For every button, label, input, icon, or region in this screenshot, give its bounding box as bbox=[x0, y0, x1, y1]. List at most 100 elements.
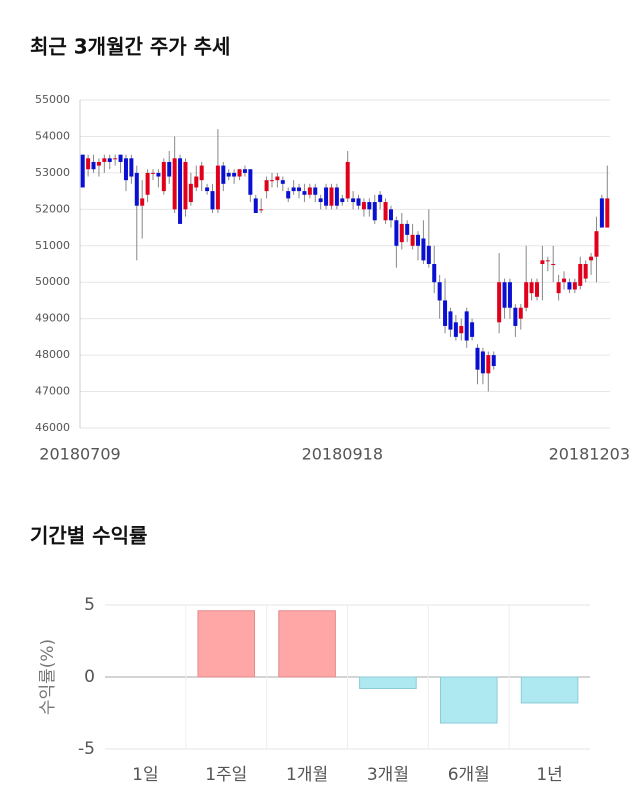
candle-body bbox=[443, 300, 448, 326]
candle-body bbox=[318, 198, 323, 203]
candle-body bbox=[145, 172, 150, 195]
y-axis-label: 수익률(%) bbox=[38, 639, 58, 715]
candle-body bbox=[80, 154, 85, 188]
bar bbox=[439, 676, 498, 724]
y-tick-label: 54000 bbox=[35, 129, 70, 142]
candle-body bbox=[507, 282, 512, 308]
candle-body bbox=[313, 187, 318, 195]
candle-body bbox=[594, 231, 599, 257]
candle-body bbox=[91, 161, 96, 170]
candle-body bbox=[513, 307, 518, 326]
candle-body bbox=[324, 187, 329, 206]
candle-body bbox=[215, 165, 220, 210]
candle-body bbox=[118, 154, 123, 162]
candle-body bbox=[410, 234, 415, 246]
candle-body bbox=[464, 311, 469, 341]
candle-body bbox=[253, 198, 258, 213]
candle-body bbox=[524, 282, 529, 308]
x-tick-label: 1일 bbox=[132, 765, 158, 785]
candle-body bbox=[453, 322, 458, 337]
candle-body bbox=[351, 198, 356, 203]
candle-body bbox=[416, 234, 421, 246]
candle-body bbox=[518, 307, 523, 319]
candle-body bbox=[562, 278, 567, 283]
candle-body bbox=[172, 158, 177, 210]
candle-body bbox=[199, 165, 204, 181]
candle-body bbox=[286, 191, 291, 199]
x-tick-label: 1년 bbox=[536, 765, 562, 785]
candle-body bbox=[86, 158, 91, 170]
candle-body bbox=[470, 322, 475, 337]
candle-body bbox=[113, 158, 118, 160]
chart-title: 기간별 수익률 bbox=[30, 524, 147, 548]
y-tick-label: 52000 bbox=[35, 202, 70, 215]
candle-body bbox=[545, 260, 550, 262]
candle-body bbox=[426, 245, 431, 264]
candle-body bbox=[183, 161, 188, 210]
candle-body bbox=[480, 351, 485, 374]
chart-title: 최근 3개월간 주가 추세 bbox=[30, 35, 230, 59]
candle-body bbox=[502, 282, 507, 308]
y-tick-label: 50000 bbox=[35, 275, 70, 288]
candle-body bbox=[399, 223, 404, 243]
candle-body bbox=[226, 172, 231, 177]
y-tick-label: 51000 bbox=[35, 239, 70, 252]
candle-body bbox=[259, 209, 264, 211]
candle-body bbox=[329, 187, 334, 206]
candle-body bbox=[421, 238, 426, 261]
candle-body bbox=[345, 161, 350, 199]
candle-body bbox=[599, 198, 604, 228]
candle-body bbox=[291, 187, 296, 192]
candle-body bbox=[102, 158, 107, 162]
candle-body bbox=[394, 220, 399, 246]
candle-body bbox=[534, 282, 539, 297]
candle-body bbox=[437, 282, 442, 301]
candle-body bbox=[210, 191, 215, 210]
candle-body bbox=[432, 264, 437, 283]
x-tick-label: 20180918 bbox=[302, 445, 383, 464]
candle-body bbox=[497, 282, 502, 323]
candle-body bbox=[334, 187, 339, 206]
y-tick-label: 53000 bbox=[35, 166, 70, 179]
candle-body bbox=[297, 187, 302, 192]
candle-body bbox=[578, 264, 583, 286]
y-tick-label: 46000 bbox=[35, 421, 70, 434]
candle-body bbox=[232, 172, 237, 177]
candle-body bbox=[275, 176, 280, 181]
candle-body bbox=[383, 202, 388, 221]
candle-body bbox=[475, 347, 480, 370]
candle-body bbox=[96, 161, 101, 166]
candle-body bbox=[605, 198, 610, 228]
candle-body bbox=[123, 158, 128, 181]
candle-body bbox=[188, 183, 193, 203]
candle-body bbox=[151, 172, 156, 174]
candle-body bbox=[156, 172, 161, 177]
y-tick-label: 5 bbox=[84, 595, 95, 615]
candle-body bbox=[129, 158, 134, 177]
x-tick-label: 6개월 bbox=[448, 765, 490, 785]
candle-body bbox=[572, 282, 577, 290]
candle-body bbox=[134, 172, 139, 206]
candle-body bbox=[486, 355, 491, 374]
candle-body bbox=[540, 260, 545, 264]
candle-body bbox=[551, 264, 556, 265]
candle-body bbox=[307, 187, 312, 195]
candle-body bbox=[242, 169, 247, 173]
candle-body bbox=[567, 282, 572, 290]
bar bbox=[278, 610, 336, 678]
candle-body bbox=[264, 180, 269, 192]
candle-body bbox=[589, 256, 594, 261]
candle-body bbox=[583, 264, 588, 279]
candle-body bbox=[221, 165, 226, 184]
candle-body bbox=[556, 282, 561, 294]
y-tick-label: -5 bbox=[78, 739, 95, 759]
candle-body bbox=[107, 158, 112, 162]
candle-body bbox=[280, 180, 285, 184]
candle-body bbox=[248, 169, 253, 195]
bar bbox=[197, 610, 256, 678]
candle-body bbox=[340, 198, 345, 203]
bar bbox=[520, 676, 579, 704]
candle-body bbox=[302, 191, 307, 195]
candle-body bbox=[378, 194, 383, 203]
x-tick-label: 1개월 bbox=[286, 765, 328, 785]
